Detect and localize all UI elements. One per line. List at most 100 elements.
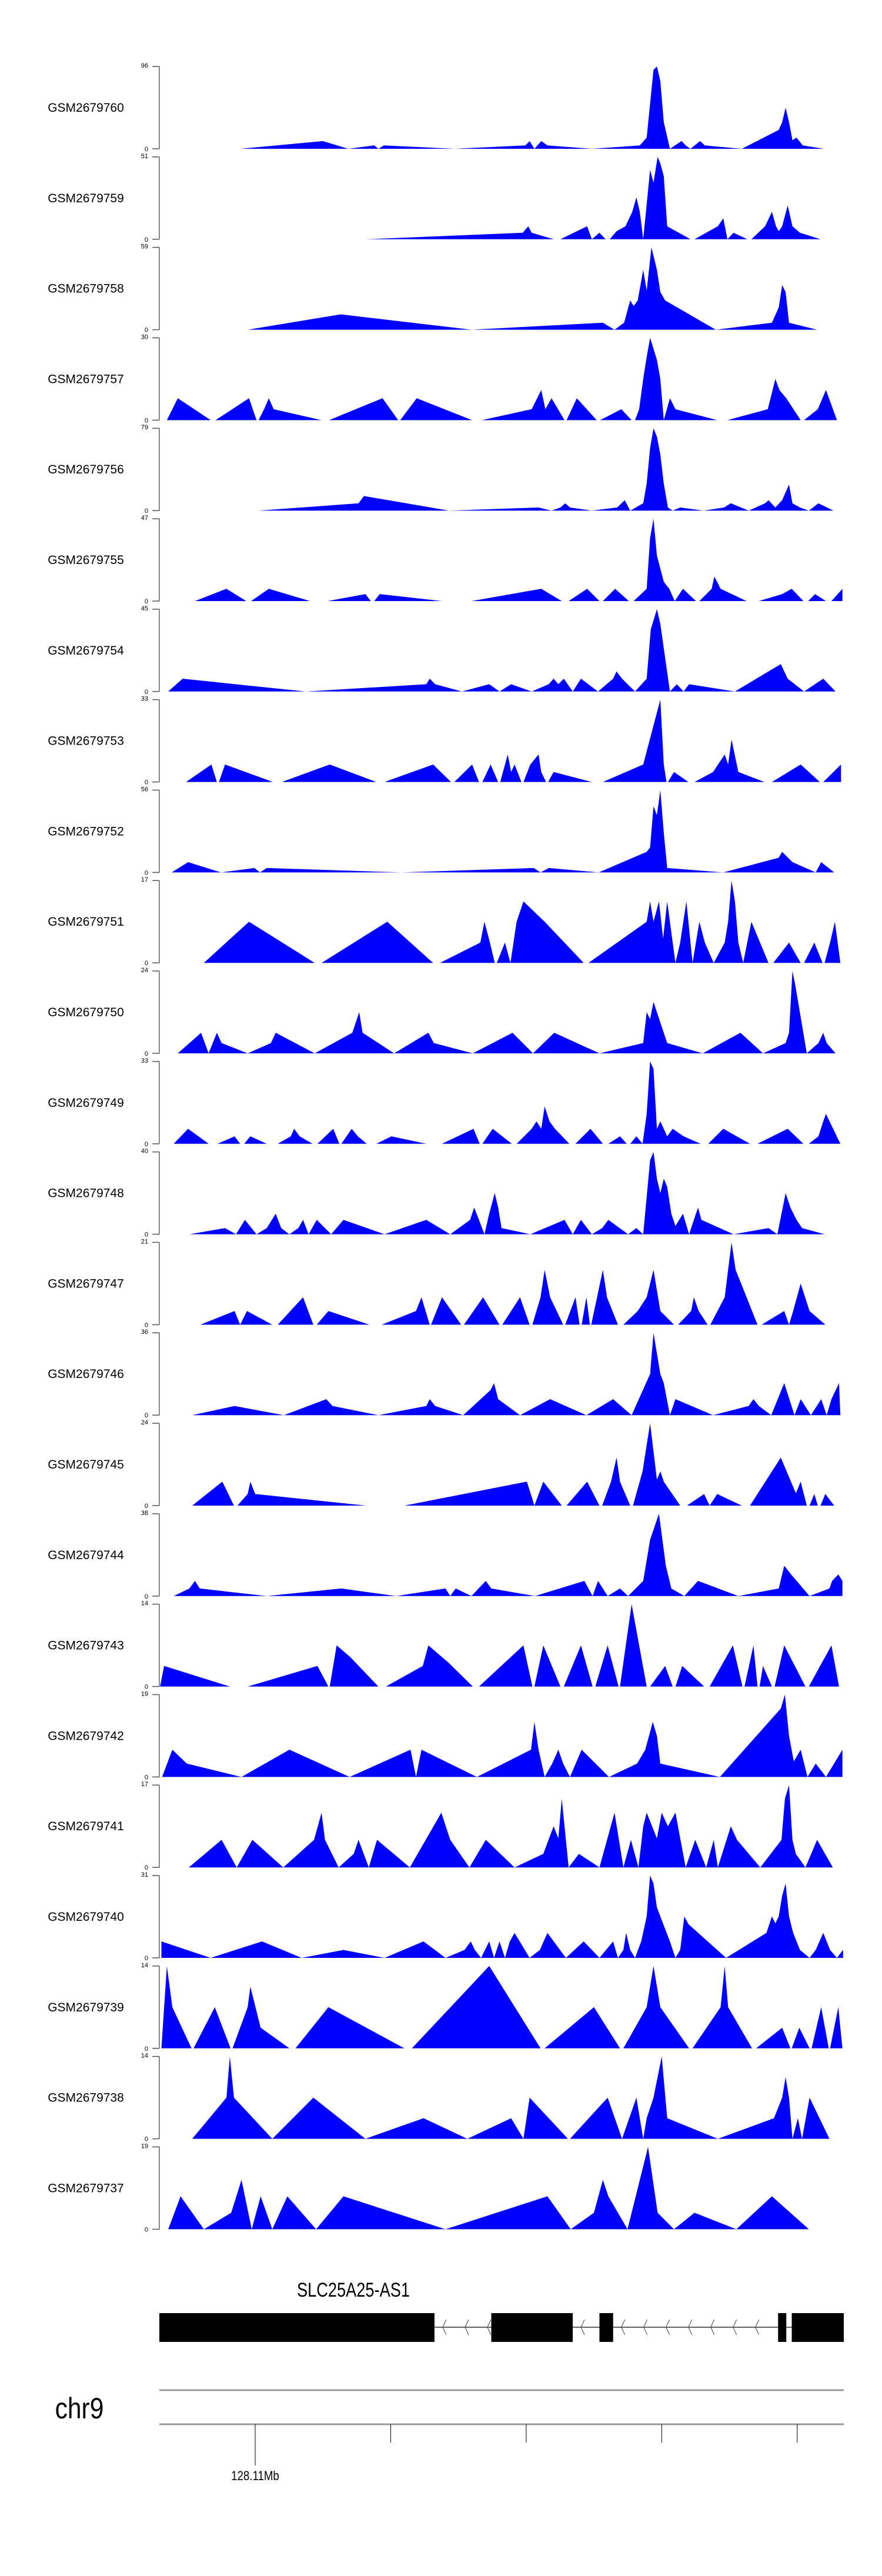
coverage-area [195,519,843,601]
y-tick-label-zero: 0 [145,236,148,243]
track-GSM2679747: GSM2679747 21 0 [48,1238,826,1329]
y-tick-label-max: 19 [141,1690,148,1697]
coverage-area [192,1423,834,1506]
exon [791,2313,844,2342]
track-label: GSM2679745 [48,1458,124,1471]
track-GSM2679739: GSM2679739 14 0 [48,1962,843,2053]
track-label: GSM2679747 [48,1277,124,1290]
coverage-area [161,1876,843,1958]
coverage-area [200,1242,826,1325]
y-tick-label-zero: 0 [145,1412,148,1419]
y-tick-label-max: 33 [141,696,148,703]
y-tick-label-zero: 0 [145,1050,148,1057]
coverage-area [240,66,824,149]
track-label: GSM2679741 [48,1820,124,1833]
track-GSM2679757: GSM2679757 30 0 [48,333,837,424]
strand-arrow-icon [621,2319,626,2335]
y-tick-label-zero: 0 [145,327,148,334]
y-tick-label-max: 17 [141,1781,148,1788]
y-tick-label-max: 24 [141,967,148,974]
y-tick-label-max: 31 [141,1871,148,1878]
track-label: GSM2679760 [48,101,124,115]
y-tick-label-zero: 0 [145,1864,148,1871]
exon [491,2313,573,2342]
track-label: GSM2679744 [48,1549,124,1562]
y-tick-label-max: 40 [141,1148,148,1155]
track-label: GSM2679739 [48,2001,124,2014]
exon [778,2313,787,2342]
y-tick-label-zero: 0 [145,598,148,605]
track-GSM2679744: GSM2679744 38 0 [48,1510,843,1600]
y-tick-label-max: 51 [141,153,148,160]
track-label: GSM2679758 [48,282,124,296]
track-GSM2679737: GSM2679737 19 0 [48,2143,809,2233]
y-tick-label-zero: 0 [145,1503,148,1510]
strand-arrow-icon [442,2319,447,2335]
strand-arrow-icon [688,2319,693,2335]
coverage-area [161,1966,843,2048]
coverage-area [192,2056,830,2139]
strand-arrow-icon [733,2319,737,2335]
track-label: GSM2679754 [48,644,124,658]
y-tick-label-max: 56 [141,786,148,793]
track-GSM2679753: GSM2679753 33 0 [48,696,841,786]
strand-arrow-icon [666,2319,670,2335]
track-GSM2679743: GSM2679743 14 0 [48,1600,839,1691]
axis-tick-label: 128.11Mb [231,2470,279,2484]
coverage-area [173,1061,841,1144]
track-GSM2679752: GSM2679752 56 0 [48,786,834,876]
track-GSM2679760: GSM2679760 96 0 [48,62,824,153]
track-label: GSM2679743 [48,1639,124,1653]
track-GSM2679741: GSM2679741 17 0 [48,1781,833,1871]
track-label: GSM2679752 [48,825,124,838]
y-tick-label-zero: 0 [145,508,148,515]
strand-arrow-icon [710,2319,715,2335]
coverage-area [172,790,834,873]
y-tick-label-zero: 0 [145,2136,148,2143]
track-label: GSM2679740 [48,1910,124,1924]
track-GSM2679750: GSM2679750 24 0 [48,967,836,1057]
y-tick-label-max: 14 [141,2053,148,2060]
track-GSM2679754: GSM2679754 45 0 [48,605,836,696]
coverage-area [258,428,834,511]
track-GSM2679749: GSM2679749 33 0 [48,1057,841,1148]
y-tick-label-zero: 0 [145,417,148,424]
track-GSM2679751: GSM2679751 17 0 [48,876,841,967]
strand-arrow-icon [580,2319,585,2335]
track-label: GSM2679737 [48,2181,124,2195]
exon [599,2313,613,2342]
track-label: GSM2679748 [48,1187,124,1200]
y-tick-label-max: 17 [141,876,148,883]
y-tick-label-max: 79 [141,424,148,431]
track-label: GSM2679742 [48,1729,124,1743]
coverage-area [166,338,837,421]
gene-track: SLC25A25-AS1 [159,2278,844,2342]
coverage-area [173,1513,843,1596]
y-tick-label-max: 47 [141,515,148,522]
y-tick-label-zero: 0 [145,1141,148,1148]
coverage-area [203,880,841,963]
y-tick-label-zero: 0 [145,1232,148,1239]
y-tick-label-zero: 0 [145,1322,148,1329]
coverage-area [168,609,836,692]
axis-ticks: 128.11Mb [231,2424,798,2484]
y-tick-label-max: 30 [141,333,148,341]
track-label: GSM2679750 [48,1006,124,1019]
coverage-area [178,971,836,1053]
track-GSM2679738: GSM2679738 14 0 [48,2053,830,2143]
y-tick-label-max: 45 [141,605,148,612]
strand-arrow-icon [465,2319,469,2335]
track-GSM2679756: GSM2679756 79 0 [48,424,834,515]
exon [159,2313,435,2342]
y-tick-label-max: 33 [141,1057,148,1065]
track-label: GSM2679751 [48,915,124,929]
coverage-area [248,247,817,330]
y-tick-label-zero: 0 [145,1684,148,1691]
strand-arrow-icon [643,2319,648,2335]
strand-arrow-icon [755,2319,760,2335]
y-tick-label-zero: 0 [145,960,148,967]
y-tick-label-zero: 0 [145,689,148,696]
coverage-area [192,1333,841,1416]
y-tick-label-zero: 0 [145,779,148,786]
coverage-area [168,2147,809,2230]
